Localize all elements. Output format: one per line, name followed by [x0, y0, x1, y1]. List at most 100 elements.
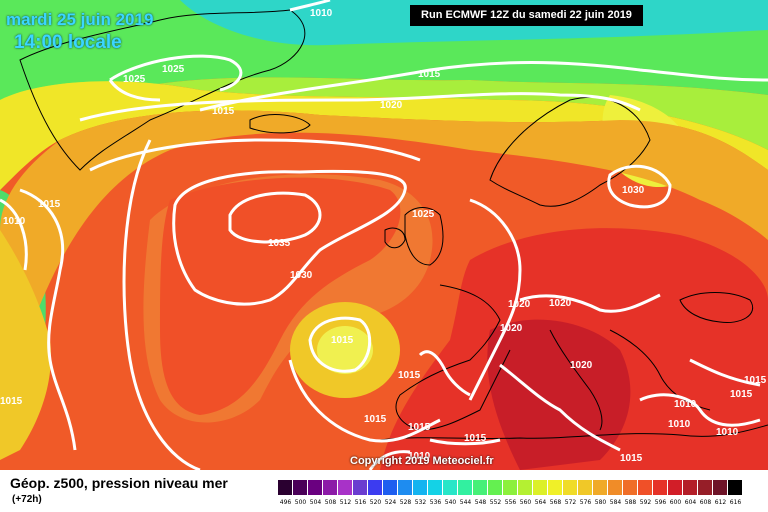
scale-tick-label: 532 [414, 499, 427, 506]
scale-tick-label: 564 [534, 499, 547, 506]
scale-swatch [653, 480, 668, 495]
isobar-1015-europe [418, 350, 621, 452]
scale-swatch [608, 480, 623, 495]
scale-tick-label: 580 [594, 499, 607, 506]
isobar-1010-north [289, 0, 331, 12]
field-cut-off-core [317, 326, 373, 374]
isobar-label: 1010 [674, 399, 697, 410]
scale-swatch [503, 480, 518, 495]
scale-tick-label: 560 [519, 499, 532, 506]
scale-swatch [398, 480, 413, 495]
copyright-notice: Copyright 2019 Meteociel.fr [350, 455, 494, 467]
scale-swatch [488, 480, 503, 495]
isobar-label: 1030 [622, 185, 645, 196]
isobar-label: 1025 [412, 209, 435, 220]
isobar-1030-high [172, 169, 407, 306]
isobar-label: 1015 [418, 69, 441, 80]
isobar-1015-low [308, 316, 372, 373]
isobar-1020 [79, 92, 641, 122]
coast-scandinavia [489, 96, 651, 207]
isobar-label: 1010 [668, 419, 691, 430]
isobar-label: 1015 [0, 396, 23, 407]
isobar-label: 1015 [408, 422, 431, 433]
scale-tick-label: 528 [399, 499, 412, 506]
scale-swatch [728, 480, 743, 495]
isobar-1025-gl-b [108, 79, 161, 102]
coast-black-sea [679, 292, 753, 324]
scale-swatch [323, 480, 338, 495]
field-band-north-green [0, 0, 768, 190]
isobar-label: 1015 [38, 199, 61, 210]
scale-swatch [683, 480, 698, 495]
scale-tick-label: 596 [654, 499, 667, 506]
scale-swatch [278, 480, 293, 495]
field-band-orange-west [0, 230, 51, 460]
scale-tick-label: 552 [489, 499, 502, 506]
scale-swatch [623, 480, 638, 495]
scale-swatch [593, 480, 608, 495]
scale-tick-label: 496 [279, 499, 292, 506]
scale-swatch [473, 480, 488, 495]
isobar-label: 1015 [744, 375, 767, 386]
isobar-1025-gl-a [109, 54, 243, 92]
scale-swatch [383, 480, 398, 495]
scale-swatch [533, 480, 548, 495]
isobar-label: 1015 [730, 389, 753, 400]
isobar-1015-atlantic [122, 139, 441, 470]
scale-tick-label: 536 [429, 499, 442, 506]
weather-map: 1010 1025 1025 1015 1015 1020 1010 1015 … [0, 0, 768, 470]
scale-swatch [698, 480, 713, 495]
legend-footer: Géop. z500, pression niveau mer (+72h) 4… [0, 470, 768, 512]
color-scale-ticks: 496 500 504 508 512 516 520 524 528 532 536 540 544 5… [278, 499, 743, 506]
scale-swatch [308, 480, 323, 495]
isobar-label: 1025 [123, 74, 146, 85]
scale-tick-label: 516 [354, 499, 367, 506]
scale-tick-label: 504 [309, 499, 322, 506]
coast-greenland [19, 9, 306, 171]
scale-swatch [578, 480, 593, 495]
scale-tick-label: 600 [669, 499, 682, 506]
scale-tick-label: 520 [369, 499, 382, 506]
scale-swatch [338, 480, 353, 495]
isobar-1015-east [689, 358, 761, 387]
field-band-yellow [0, 81, 768, 190]
isobar-label: 1020 [549, 298, 572, 309]
scale-swatch [638, 480, 653, 495]
coast-iceland [249, 114, 311, 134]
field-band-darkred [487, 319, 631, 470]
scale-tick-label: 500 [294, 499, 307, 506]
isobar-1020-europe [468, 198, 661, 401]
scale-tick-label: 604 [684, 499, 697, 506]
isobar-1015-south [368, 438, 501, 470]
isobar-1015-north [199, 61, 768, 112]
isobar-1025-west [89, 138, 421, 172]
isobar-label: 1020 [500, 323, 523, 334]
scale-tick-label: 576 [579, 499, 592, 506]
isobar-1010-west [0, 198, 28, 271]
isobar-1010-east [639, 393, 761, 427]
scale-swatch [353, 480, 368, 495]
color-scale [278, 480, 743, 495]
scale-tick-label: 584 [609, 499, 622, 506]
isobar-label: 1015 [464, 433, 487, 444]
scale-tick-label: 588 [624, 499, 637, 506]
scale-swatch [458, 480, 473, 495]
isobar-label: 1010 [310, 8, 333, 19]
scale-swatch [368, 480, 383, 495]
field-band-orange [0, 110, 768, 420]
scale-swatch [713, 480, 728, 495]
isobar-label: 1020 [570, 360, 593, 371]
isobar-label: 1015 [364, 414, 387, 425]
coastlines [19, 9, 768, 441]
scale-tick-label: 568 [549, 499, 562, 506]
scale-tick-label: 608 [699, 499, 712, 506]
scale-tick-label: 612 [714, 499, 727, 506]
forecast-date: mardi 25 juin 2019 [6, 10, 154, 29]
isobar-1030-scand [607, 164, 672, 209]
coast-france-iberia [395, 284, 511, 431]
scale-swatch [563, 480, 578, 495]
coast-north-africa [379, 424, 768, 441]
isobar-label: 1010 [408, 451, 431, 462]
isobar-label: 1035 [268, 238, 291, 249]
scale-swatch [428, 480, 443, 495]
